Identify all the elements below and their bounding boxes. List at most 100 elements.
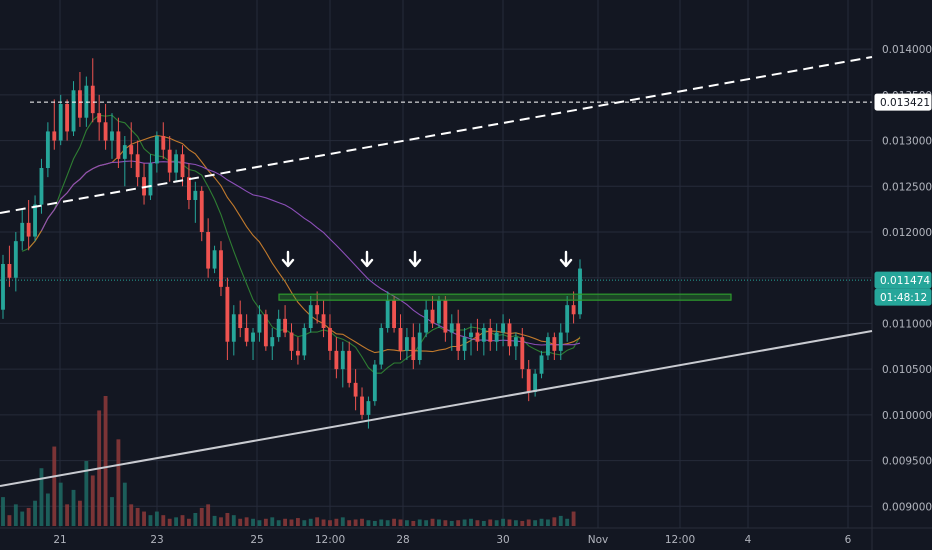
candle[interactable] [565, 296, 570, 342]
candle[interactable] [379, 323, 384, 370]
candle[interactable] [90, 58, 95, 123]
candle[interactable] [456, 309, 461, 360]
candle[interactable] [558, 323, 563, 360]
candle[interactable] [52, 99, 57, 150]
candle[interactable] [58, 94, 63, 146]
candle[interactable] [161, 122, 166, 159]
candle[interactable] [552, 332, 557, 360]
candle[interactable] [33, 195, 37, 242]
candle[interactable] [334, 337, 339, 379]
candle[interactable] [270, 328, 275, 360]
candle[interactable] [488, 318, 493, 351]
candle[interactable] [526, 360, 531, 402]
ascending-trendline-dashed[interactable] [0, 56, 873, 214]
candle[interactable] [231, 305, 236, 356]
candle[interactable] [340, 341, 345, 388]
candle-body [430, 309, 435, 324]
candle[interactable] [578, 259, 582, 319]
candle[interactable] [78, 72, 82, 127]
candle[interactable] [1, 254, 5, 319]
candle[interactable] [122, 136, 127, 187]
candle[interactable] [148, 154, 153, 200]
candle[interactable] [263, 309, 268, 351]
candle[interactable] [520, 328, 525, 379]
candle[interactable] [206, 218, 211, 278]
candle[interactable] [366, 396, 371, 429]
candle[interactable] [449, 314, 454, 351]
candle[interactable] [321, 300, 326, 338]
candle[interactable] [392, 296, 397, 333]
candle[interactable] [501, 314, 505, 347]
candle[interactable] [20, 209, 25, 251]
candle[interactable] [71, 81, 76, 136]
candle[interactable] [398, 314, 403, 360]
candle[interactable] [437, 296, 441, 328]
candle[interactable] [167, 136, 172, 182]
candle[interactable] [385, 291, 390, 333]
candle[interactable] [238, 300, 243, 338]
candle[interactable] [193, 181, 198, 223]
candle[interactable] [546, 332, 550, 360]
candle[interactable] [251, 328, 255, 360]
resistance-zone[interactable] [278, 293, 732, 301]
volume-bar [263, 518, 268, 526]
candle[interactable] [494, 323, 499, 351]
candle[interactable] [315, 291, 320, 324]
candle[interactable] [276, 309, 281, 342]
candle[interactable] [411, 323, 416, 370]
candle[interactable] [13, 232, 18, 292]
candle[interactable] [225, 277, 230, 360]
volume-bar [430, 518, 435, 526]
candle[interactable] [289, 323, 294, 360]
candle[interactable] [462, 328, 467, 360]
candle[interactable] [533, 369, 538, 397]
candle[interactable] [308, 296, 313, 333]
candle[interactable] [154, 131, 159, 173]
candle[interactable] [347, 341, 352, 388]
candle[interactable] [283, 305, 288, 338]
arrow-markers [281, 250, 573, 268]
candle[interactable] [481, 323, 486, 356]
candle[interactable] [539, 350, 544, 379]
candle[interactable] [129, 122, 134, 168]
candle[interactable] [39, 158, 44, 214]
candle[interactable] [244, 314, 249, 347]
candle[interactable] [360, 387, 364, 420]
candle[interactable] [424, 300, 429, 338]
candle[interactable] [26, 200, 31, 251]
candle[interactable] [65, 99, 70, 141]
candle[interactable] [328, 314, 332, 360]
candle[interactable] [443, 296, 448, 342]
candle[interactable] [45, 122, 50, 178]
candle[interactable] [513, 332, 518, 360]
candle[interactable] [430, 296, 435, 328]
candle[interactable] [295, 337, 300, 365]
candle-body [33, 204, 37, 237]
candle[interactable] [186, 163, 191, 210]
candle[interactable] [219, 241, 223, 296]
candle-body [456, 323, 461, 351]
candle[interactable] [110, 113, 114, 159]
candle[interactable] [372, 360, 377, 406]
candle[interactable] [97, 94, 102, 141]
candle[interactable] [475, 318, 480, 351]
candle[interactable] [116, 117, 121, 168]
candle[interactable] [353, 369, 358, 411]
candle[interactable] [507, 318, 512, 356]
candle[interactable] [257, 305, 262, 342]
candle[interactable] [199, 186, 204, 242]
candle[interactable] [103, 104, 108, 150]
candle[interactable] [302, 323, 307, 360]
support-trendline[interactable] [0, 330, 873, 487]
volume-bar [417, 519, 422, 526]
candle[interactable] [212, 245, 217, 274]
candle[interactable] [174, 149, 179, 182]
candle[interactable] [417, 323, 422, 365]
candle-body [379, 328, 384, 365]
candle[interactable] [571, 291, 576, 324]
candle[interactable] [135, 140, 140, 187]
candle[interactable] [404, 328, 409, 360]
candle[interactable] [469, 323, 473, 356]
